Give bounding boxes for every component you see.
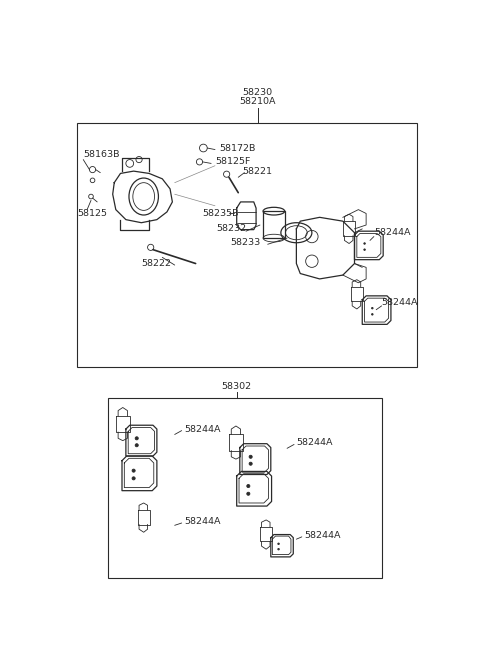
Circle shape <box>247 492 250 495</box>
Circle shape <box>278 543 279 544</box>
Text: 58222: 58222 <box>142 259 171 268</box>
Text: 58244A: 58244A <box>184 424 220 434</box>
Bar <box>77 123 417 367</box>
Circle shape <box>135 437 138 440</box>
Circle shape <box>249 462 252 465</box>
Bar <box>263 211 285 238</box>
Text: 58125: 58125 <box>77 209 107 218</box>
Circle shape <box>247 485 250 487</box>
Circle shape <box>132 469 135 472</box>
Circle shape <box>372 308 373 309</box>
Text: 58125F: 58125F <box>215 157 251 167</box>
Circle shape <box>135 443 138 447</box>
Text: 58163B: 58163B <box>83 150 120 159</box>
Text: 58244A: 58244A <box>382 298 418 306</box>
Text: 58221: 58221 <box>242 167 272 176</box>
Text: 58302: 58302 <box>222 382 252 391</box>
Text: 58244A: 58244A <box>304 531 341 540</box>
Circle shape <box>372 314 373 315</box>
Text: 58233: 58233 <box>230 238 261 247</box>
Circle shape <box>132 477 135 480</box>
Text: 58235B: 58235B <box>202 209 239 218</box>
Text: 58244A: 58244A <box>296 438 333 447</box>
Text: 58172B: 58172B <box>219 144 255 152</box>
Circle shape <box>364 249 365 251</box>
Text: 58244A: 58244A <box>184 517 220 526</box>
Bar <box>108 398 382 578</box>
Circle shape <box>364 243 365 244</box>
Circle shape <box>249 455 252 459</box>
Circle shape <box>278 548 279 550</box>
Text: 58232: 58232 <box>216 224 247 234</box>
Text: 58244A: 58244A <box>374 228 410 237</box>
Text: 58210A: 58210A <box>240 97 276 106</box>
Text: 58230: 58230 <box>242 88 273 97</box>
